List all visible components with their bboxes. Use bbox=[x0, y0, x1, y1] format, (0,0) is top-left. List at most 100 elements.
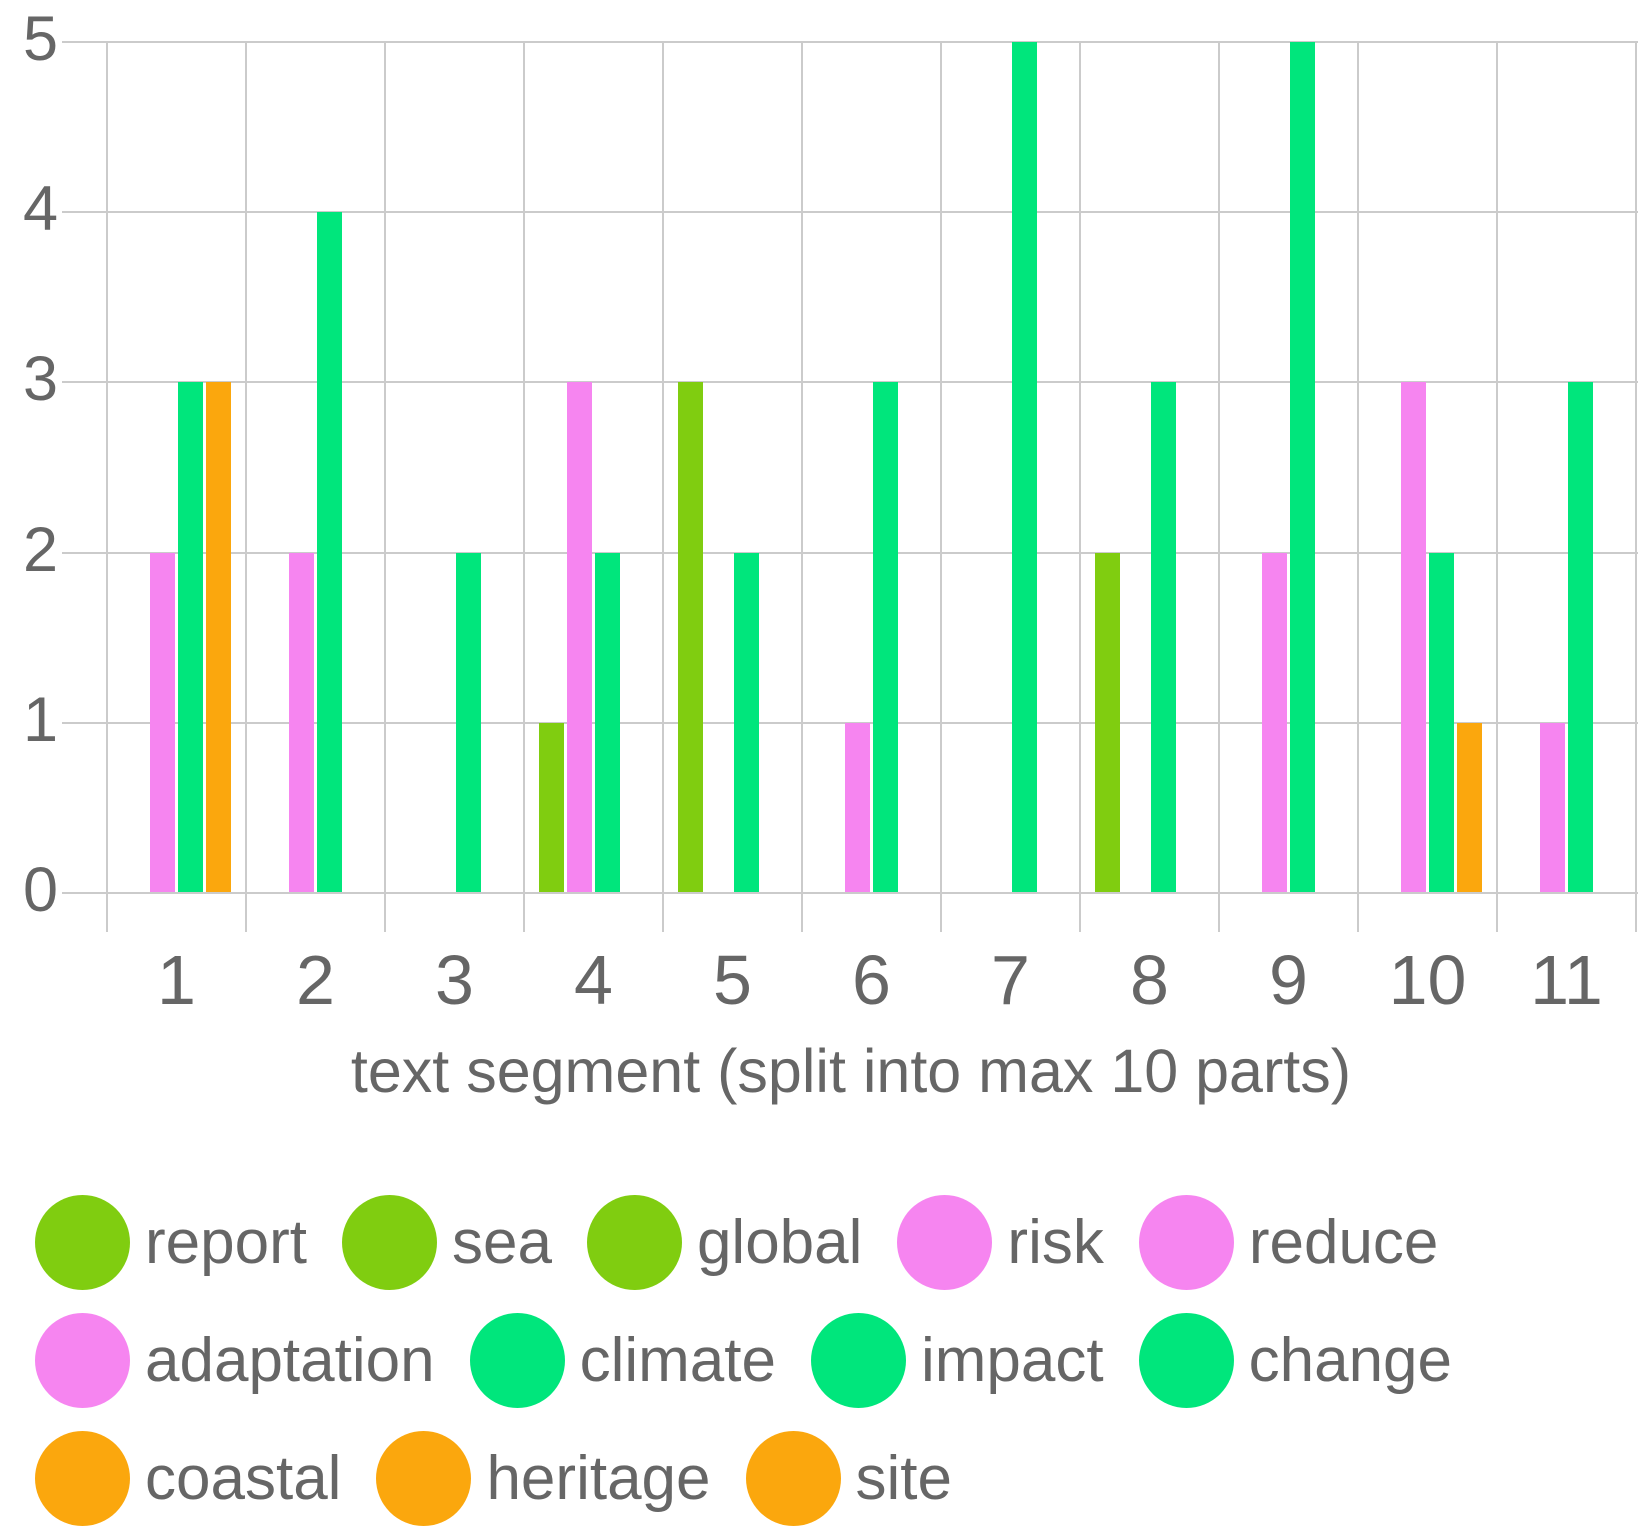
x-tick-label: 3 bbox=[435, 941, 474, 1019]
x-tick-label: 9 bbox=[1269, 941, 1308, 1019]
v-gridline bbox=[1218, 42, 1220, 932]
h-gridline bbox=[62, 551, 1638, 554]
x-tick-label: 2 bbox=[296, 941, 335, 1019]
v-gridline bbox=[801, 42, 803, 932]
bar-spring_green-seg3 bbox=[455, 552, 481, 892]
bar-green-seg4 bbox=[539, 722, 565, 892]
y-tick-label: 5 bbox=[22, 4, 58, 74]
x-tick-label: 8 bbox=[1130, 941, 1169, 1019]
legend-color-dot-icon bbox=[376, 1430, 472, 1526]
bar-pink-seg11 bbox=[1540, 722, 1566, 892]
plot-area: 0 1 2 3 4 5 1 2 3 4 5 6 7 8 9 10 11 bbox=[22, 4, 1638, 1019]
legend-color-dot-icon bbox=[35, 1194, 130, 1290]
v-gridline bbox=[1079, 42, 1081, 932]
h-gridline bbox=[62, 211, 1638, 214]
legend-label: site bbox=[855, 1443, 952, 1513]
legend: report sea global risk reduce adaptation clima… bbox=[35, 1194, 1635, 1535]
x-tick-label: 6 bbox=[852, 941, 891, 1019]
x-tick-label: 1 bbox=[157, 941, 196, 1019]
v-gridline bbox=[1357, 42, 1359, 932]
bar-pink-seg4 bbox=[567, 382, 593, 892]
x-tick-label: 11 bbox=[1530, 941, 1603, 1019]
bar-green-seg8 bbox=[1095, 552, 1121, 892]
bar-pink-seg2 bbox=[289, 552, 315, 892]
legend-label: climate bbox=[579, 1325, 776, 1395]
legend-item-climate: climate bbox=[469, 1312, 776, 1408]
legend-label: impact bbox=[921, 1325, 1104, 1395]
h-gridline bbox=[62, 892, 1638, 894]
legend-label: coastal bbox=[145, 1443, 342, 1513]
x-tick-label: 10 bbox=[1388, 941, 1467, 1019]
bar-spring_green-seg11 bbox=[1567, 382, 1593, 892]
legend-item-coastal: coastal bbox=[35, 1430, 342, 1526]
bar-spring_green-seg8 bbox=[1150, 382, 1176, 892]
v-gridline bbox=[384, 42, 386, 932]
bar-spring_green-seg6 bbox=[872, 382, 898, 892]
bar-spring_green-seg10 bbox=[1428, 552, 1454, 892]
bar-spring_green-seg4 bbox=[594, 552, 620, 892]
legend-item-heritage: heritage bbox=[376, 1430, 711, 1526]
h-gridline bbox=[62, 41, 1638, 43]
legend-color-dot-icon bbox=[1138, 1194, 1234, 1290]
bar-pink-seg10 bbox=[1401, 382, 1427, 892]
legend-item-site: site bbox=[745, 1430, 952, 1526]
y-tick-label: 3 bbox=[22, 344, 58, 415]
h-gridline bbox=[62, 381, 1638, 384]
legend-color-dot-icon bbox=[341, 1194, 437, 1290]
legend-row: adaptation climate impact change bbox=[35, 1312, 1635, 1408]
legend-item-risk: risk bbox=[897, 1194, 1104, 1290]
x-axis-title: text segment (split into max 10 parts) bbox=[350, 1037, 1352, 1105]
legend-label: heritage bbox=[486, 1443, 711, 1513]
v-gridline bbox=[523, 42, 525, 932]
bar-spring_green-seg7 bbox=[1011, 42, 1037, 892]
v-gridline bbox=[245, 42, 247, 932]
v-gridline bbox=[662, 42, 664, 932]
y-tick-label: 1 bbox=[22, 684, 58, 755]
legend-label: report bbox=[145, 1207, 307, 1277]
legend-item-global: global bbox=[586, 1194, 863, 1290]
legend-color-dot-icon bbox=[35, 1430, 130, 1526]
legend-item-report: report bbox=[35, 1194, 307, 1290]
v-gridline bbox=[1496, 42, 1498, 932]
legend-label: reduce bbox=[1248, 1207, 1439, 1277]
x-tick-label: 7 bbox=[991, 941, 1030, 1019]
legend-label: adaptation bbox=[145, 1325, 435, 1395]
legend-label: sea bbox=[451, 1207, 552, 1277]
legend-label: change bbox=[1248, 1325, 1453, 1395]
legend-label: global bbox=[696, 1207, 863, 1277]
legend-item-impact: impact bbox=[811, 1312, 1104, 1408]
legend-label: risk bbox=[1007, 1207, 1104, 1277]
bar-spring_green-seg1 bbox=[177, 382, 203, 892]
bar-spring_green-seg2 bbox=[316, 212, 342, 892]
bar-pink-seg9 bbox=[1262, 552, 1288, 892]
bar-green-seg5 bbox=[678, 382, 704, 892]
x-tick-label: 4 bbox=[574, 941, 613, 1019]
legend-item-reduce: reduce bbox=[1138, 1194, 1439, 1290]
legend-color-dot-icon bbox=[897, 1194, 993, 1290]
legend-color-dot-icon bbox=[811, 1312, 906, 1408]
bar-spring_green-seg9 bbox=[1289, 42, 1315, 892]
legend-row: coastal heritage site bbox=[35, 1430, 1635, 1526]
bar-pink-seg6 bbox=[845, 722, 871, 892]
bar-orange-seg1 bbox=[205, 382, 231, 892]
v-gridline bbox=[106, 42, 108, 932]
y-tick-label: 0 bbox=[22, 855, 58, 925]
legend-color-dot-icon bbox=[35, 1312, 130, 1408]
bar-spring_green-seg5 bbox=[733, 552, 759, 892]
legend-item-change: change bbox=[1138, 1312, 1453, 1408]
legend-color-dot-icon bbox=[586, 1194, 682, 1290]
legend-color-dot-icon bbox=[1138, 1312, 1234, 1408]
bar-orange-seg10 bbox=[1456, 722, 1482, 892]
y-tick-label: 4 bbox=[22, 174, 58, 245]
x-tick-label: 5 bbox=[713, 941, 752, 1019]
legend-item-sea: sea bbox=[341, 1194, 552, 1290]
y-tick-label: 2 bbox=[22, 514, 58, 585]
bar-pink-seg1 bbox=[150, 552, 176, 892]
v-gridline bbox=[1635, 42, 1637, 932]
legend-row: report sea global risk reduce bbox=[35, 1194, 1635, 1290]
v-gridline bbox=[940, 42, 942, 932]
legend-item-adaptation: adaptation bbox=[35, 1312, 435, 1408]
legend-color-dot-icon bbox=[745, 1430, 841, 1526]
legend-color-dot-icon bbox=[469, 1312, 565, 1408]
